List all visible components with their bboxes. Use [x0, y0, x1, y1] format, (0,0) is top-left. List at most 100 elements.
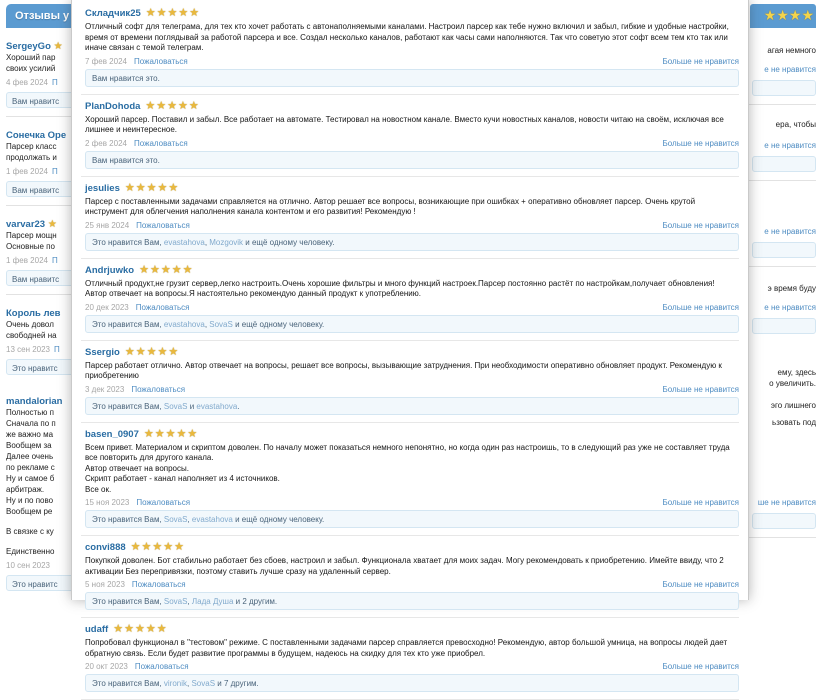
liker-link[interactable]: SovaS: [209, 319, 233, 329]
review-username-link[interactable]: PlanDohoda: [85, 100, 141, 112]
review-username-link[interactable]: mandalorian: [6, 396, 63, 407]
review-username-link[interactable]: basen_0907: [85, 428, 139, 440]
star-rating: ★★★★★: [131, 537, 185, 554]
star-icon: ★: [168, 345, 180, 358]
spacer: [748, 267, 816, 283]
liker-link[interactable]: vironik: [163, 679, 188, 688]
review-meta-left: 3 дек 2023 Пожаловаться: [85, 385, 185, 394]
report-link-fragment[interactable]: П: [51, 78, 58, 87]
review-username-link[interactable]: SergeyGo ★: [6, 41, 63, 52]
star-icon: ★: [124, 623, 135, 635]
unlike-link-fragment[interactable]: е не нравится: [764, 65, 816, 74]
star-rating: ★★★★★: [125, 178, 179, 195]
review-text-fragment: Далее очень: [6, 452, 54, 461]
unlike-link[interactable]: Больше не нравится: [662, 56, 739, 66]
report-link[interactable]: Пожаловаться: [133, 138, 188, 148]
star-icon: ★: [124, 181, 136, 194]
divider: [748, 266, 816, 267]
liker-link[interactable]: evastahova: [163, 237, 205, 247]
report-link-fragment[interactable]: П: [51, 167, 58, 176]
review-date: 25 янв 2024: [85, 220, 130, 230]
liker-link[interactable]: SovaS: [163, 597, 188, 606]
review-meta-row: 3 дек 2023 Пожаловаться Больше не нравитс…: [85, 385, 739, 394]
report-link[interactable]: Пожаловаться: [131, 580, 186, 589]
unlike-link[interactable]: Больше не нравится: [662, 220, 739, 230]
review-text-fragment: Очень довол: [6, 320, 54, 329]
star-icon: ★: [189, 7, 201, 19]
review-header: Andrjuwko ★★★★★: [85, 263, 739, 277]
report-link[interactable]: Пожаловаться: [135, 302, 190, 312]
divider: [748, 104, 816, 105]
review-text-fragment: Парсер класс: [6, 142, 57, 151]
review-text-fragment: ьзовать под: [772, 418, 816, 427]
star-icon: ★: [143, 427, 155, 440]
like-bar-text: и 2 другим.: [233, 597, 278, 606]
star-icon: ★: [146, 345, 158, 358]
review-username-link[interactable]: varvar23 ★: [6, 219, 57, 230]
unlike-link-fragment[interactable]: ше не нравится: [757, 498, 816, 507]
liker-link[interactable]: SovaS: [191, 679, 216, 688]
spacer: [748, 389, 816, 400]
unlike-link[interactable]: Больше не нравится: [662, 498, 739, 507]
star-icon: ★: [149, 263, 161, 276]
star-icon: ★: [788, 7, 802, 23]
star-icon: ★: [145, 99, 157, 112]
review-date: 4 фев 2024 П: [6, 78, 58, 87]
like-bar-text: Это нравится Вам,: [92, 401, 164, 411]
review-text-fragment: ера, чтобы: [775, 120, 816, 129]
spacer: [748, 294, 816, 303]
liker-link[interactable]: evastahova: [163, 319, 205, 329]
unlike-link[interactable]: Больше не нравится: [662, 662, 739, 671]
review-text: Покупкой доволен. Бот стабильно работает…: [85, 556, 724, 576]
unlike-link-fragment[interactable]: е не нравится: [764, 227, 816, 236]
review-username-link[interactable]: Сонечка Ope: [6, 130, 67, 141]
review-header: Ssergio ★★★★★: [85, 345, 739, 359]
liker-link[interactable]: SovaS: [163, 515, 188, 524]
review-username-link[interactable]: udaff: [85, 624, 109, 635]
unlike-link[interactable]: Больше не нравится: [662, 580, 739, 589]
review-username-link[interactable]: Ssergio: [85, 346, 120, 358]
review-meta-row: 2 фев 2024 Пожаловаться Больше не нравитс…: [85, 139, 739, 148]
star-icon: ★: [168, 181, 180, 194]
report-link-fragment[interactable]: П: [54, 345, 60, 354]
like-bar: Это нравится Вам, SovaS и evastahova.: [85, 396, 739, 415]
star-rating: ★★★★★: [146, 3, 200, 20]
review-item: convi888 ★★★★★ Покупкой доволен. Бот стаб…: [81, 536, 739, 618]
review-username-link[interactable]: convi888: [85, 542, 126, 553]
review-meta-row: 15 ноя 2023 Пожаловаться Больше не нравит…: [85, 498, 739, 507]
divider: [6, 294, 72, 295]
liker-link[interactable]: evastahova: [191, 515, 233, 524]
unlike-link[interactable]: Больше не нравится: [662, 384, 739, 394]
report-link[interactable]: Пожаловаться: [134, 662, 189, 671]
liker-link[interactable]: evastahova: [196, 401, 238, 411]
spacer: [6, 375, 72, 383]
like-bar: [752, 80, 816, 96]
liker-link[interactable]: SovaS: [163, 401, 188, 411]
liker-link[interactable]: Mozgovik: [209, 237, 244, 247]
star-icon: ★: [45, 219, 57, 230]
star-icon: ★: [156, 623, 168, 635]
liker-link[interactable]: Лада Душа: [191, 597, 234, 606]
unlike-link[interactable]: Больше не нравится: [662, 302, 739, 312]
review-date: 20 окт 2023: [85, 662, 128, 671]
review-username-link[interactable]: Andrjuwko: [85, 264, 135, 276]
like-bar-text: Это нравится Вам,: [92, 319, 164, 329]
report-link[interactable]: Пожаловаться: [136, 498, 191, 507]
unlike-link-fragment[interactable]: е не нравится: [764, 303, 816, 312]
report-link[interactable]: Пожаловаться: [136, 220, 190, 230]
review-header: jesulies ★★★★★: [85, 181, 739, 195]
like-bar: [752, 513, 816, 529]
report-link-fragment[interactable]: П: [51, 256, 58, 265]
review-date: 1 фев 2024 П: [6, 167, 58, 176]
report-link[interactable]: Пожаловаться: [133, 56, 188, 66]
unlike-link-fragment[interactable]: е не нравится: [764, 141, 816, 150]
like-bar: [752, 156, 816, 172]
report-link[interactable]: Пожаловаться: [131, 384, 186, 394]
star-icon: ★: [167, 7, 179, 19]
review-username-link[interactable]: Складчик25: [85, 8, 141, 19]
star-icon: ★: [171, 263, 183, 276]
unlike-link[interactable]: Больше не нравится: [662, 138, 739, 148]
review-username-link[interactable]: Король лев: [6, 308, 61, 319]
star-icon: ★: [182, 263, 194, 276]
review-username-link[interactable]: jesulies: [85, 182, 120, 194]
